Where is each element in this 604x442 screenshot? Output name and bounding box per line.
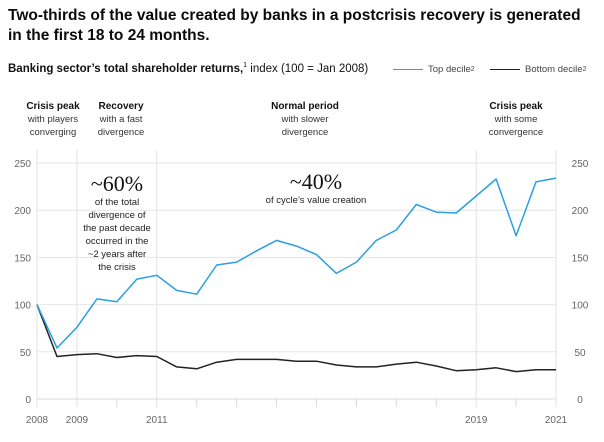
legend-label-top: Top decile [428, 64, 471, 75]
x-tick-label: 2021 [545, 415, 568, 426]
normal-annotation: of cycle’s value creation [266, 195, 367, 206]
y-tick-label-right: 250 [572, 159, 589, 170]
phase-label-crisis-peak-2: Crisis peak with some convergence [478, 100, 554, 139]
y-tick-label-right: 50 [574, 348, 586, 359]
recovery-annotation-line: ~2 years after [88, 249, 146, 260]
recovery-annotation: of the total divergence of the past decade… [83, 197, 151, 273]
y-tick-label-right: 0 [577, 395, 583, 406]
y-tick-label-left: 250 [14, 159, 31, 170]
phase-title: Crisis peak [26, 101, 80, 112]
series-lines [36, 177, 557, 373]
x-axis-labels: 2008 2009 2011 2019 2021 [26, 415, 568, 426]
phase-label-normal-period: Normal period with slower divergence [260, 100, 350, 139]
y-tick-label-right: 100 [572, 301, 589, 312]
phase-line: converging [29, 127, 77, 138]
phase-line: convergence [488, 127, 544, 138]
x-tick-label: 2019 [465, 415, 488, 426]
phase-line: divergence [97, 127, 145, 138]
y-tick-label-left: 150 [14, 253, 31, 264]
legend-footnote-top: 2 [470, 66, 475, 73]
y-tick-label-right: 150 [572, 253, 589, 264]
y-tick-label-right: 200 [572, 206, 589, 217]
y-tick-label-left: 0 [25, 395, 31, 406]
recovery-share-value: ~60% [91, 171, 143, 196]
chart-title: Two-thirds of the value created by banks… [8, 7, 581, 44]
legend-label-bottom: Bottom decile [525, 64, 583, 75]
y-axis-right: 0 50 100 150 200 250 [572, 159, 589, 406]
subtitle-rest: index (100 = Jan 2008) [247, 62, 369, 75]
series-line-top-decile [36, 177, 557, 349]
legend-item-bottom-decile: Bottom decile 2 [490, 64, 586, 75]
x-tick-label: 2008 [26, 415, 49, 426]
subtitle-bold: Banking sector’s total shareholder retur… [8, 62, 244, 75]
x-axis-ticks [116, 399, 517, 407]
y-tick-label-left: 50 [20, 348, 32, 359]
phase-title: Normal period [271, 101, 339, 112]
phase-line: with a fast [99, 114, 143, 125]
phase-label-recovery: Recovery with a fast divergence [88, 100, 154, 139]
recovery-annotation-line: divergence of [88, 210, 145, 221]
x-tick-label: 2011 [146, 415, 168, 426]
phase-title: Recovery [98, 101, 144, 112]
period-dividers [36, 150, 557, 407]
recovery-annotation-line: the crisis [98, 262, 136, 273]
normal-share-value: ~40% [290, 169, 342, 194]
legend-swatch-bottom [490, 68, 520, 71]
recovery-annotation-line: the past decade [83, 223, 151, 234]
recovery-annotation-line: of the total [95, 197, 139, 208]
phase-title: Crisis peak [489, 101, 543, 112]
recovery-annotation-line: occurred in the [86, 236, 149, 247]
chart-subtitle: Banking sector’s total shareholder retur… [8, 62, 368, 75]
legend-item-top-decile: Top decile 2 [393, 64, 475, 75]
y-tick-label-left: 200 [14, 206, 31, 217]
legend-footnote-bottom: 2 [582, 66, 587, 73]
y-tick-label-left: 100 [14, 301, 31, 312]
subtitle-footnote: 1 [243, 62, 248, 69]
phase-label-crisis-peak-1: Crisis peak with players converging [22, 100, 84, 139]
legend-swatch-top [393, 68, 423, 71]
phase-line: with some [494, 114, 538, 125]
phase-line: with slower [281, 114, 329, 125]
x-tick-label: 2009 [66, 415, 89, 426]
gridlines [37, 162, 556, 400]
series-line-bottom-decile [36, 304, 556, 373]
phase-line: with players [27, 114, 79, 125]
phase-line: divergence [281, 127, 329, 138]
y-axis-left: 0 50 100 150 200 250 [14, 159, 31, 406]
